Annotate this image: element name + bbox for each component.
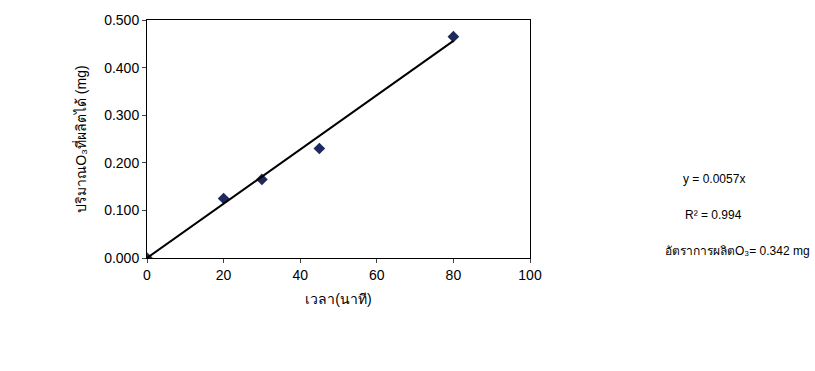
- svg-text:0: 0: [143, 267, 151, 283]
- svg-text:0.000: 0.000: [104, 250, 139, 266]
- svg-text:100: 100: [518, 267, 542, 283]
- svg-text:เวลา(นาที): เวลา(นาที): [305, 291, 371, 307]
- svg-text:ปริมาณO₃ที่ผลิตได้ (mg): ปริมาณO₃ที่ผลิตได้ (mg): [72, 65, 89, 212]
- svg-text:อัตราการผลิตO₃= 0.342 mg: อัตราการผลิตO₃= 0.342 mg: [665, 244, 810, 258]
- svg-text:20: 20: [216, 267, 232, 283]
- svg-text:60: 60: [369, 267, 385, 283]
- svg-text:y = 0.0057x: y = 0.0057x: [683, 172, 745, 186]
- svg-text:0.300: 0.300: [104, 107, 139, 123]
- svg-text:0.400: 0.400: [104, 60, 139, 76]
- svg-text:0.100: 0.100: [104, 202, 139, 218]
- svg-text:0.500: 0.500: [104, 12, 139, 28]
- svg-text:80: 80: [446, 267, 462, 283]
- svg-text:0.200: 0.200: [104, 155, 139, 171]
- svg-text:R² = 0.994: R² = 0.994: [685, 208, 742, 222]
- svg-text:40: 40: [292, 267, 308, 283]
